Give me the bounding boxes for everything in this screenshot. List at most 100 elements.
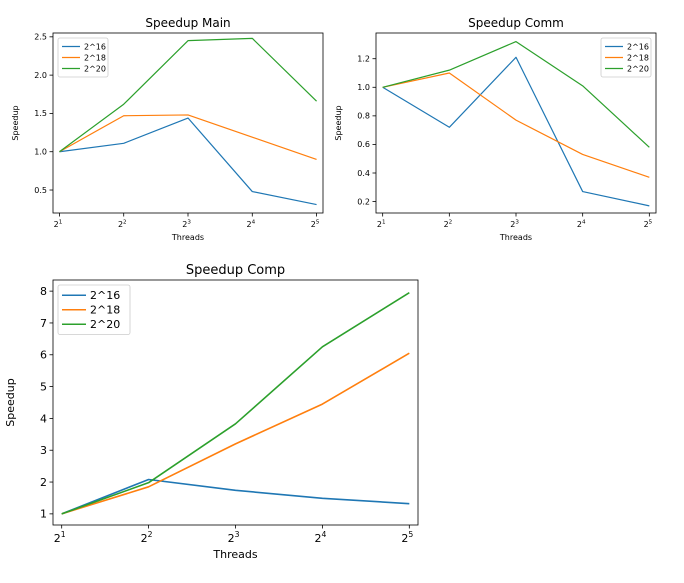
y-tick-label: 1 [40,508,47,521]
x-tick-exponent: 5 [408,530,413,539]
legend-box [600,37,652,78]
x-tick-label: 25 [311,219,320,229]
legend-label: 2^16 [627,42,649,51]
x-tick-label: 24 [314,530,326,545]
y-tick-label: 0.5 [34,186,47,195]
x-tick-base: 2 [247,220,252,229]
x-tick-label: 23 [228,530,240,545]
legend-label: 2^20 [84,64,106,73]
y-tick-label: 0.8 [357,112,370,121]
y-axis-label: Speedup [4,378,17,426]
x-tick-exponent: 2 [123,219,127,225]
x-tick-label: 22 [141,530,153,545]
x-tick-base: 2 [141,532,148,545]
x-tick-label: 25 [644,219,653,229]
x-tick-exponent: 1 [382,219,386,225]
x-tick-exponent: 3 [515,219,519,225]
x-axis-label: Threads [212,548,257,561]
y-tick-label: 3 [40,444,47,457]
y-tick-label: 8 [40,285,47,298]
x-tick-label: 21 [377,219,386,229]
x-tick-base: 2 [401,532,408,545]
x-tick-base: 2 [118,220,123,229]
y-tick-label: 1.2 [357,55,370,64]
legend-label: 2^20 [627,64,649,73]
legend-label: 2^18 [627,53,649,62]
x-tick-base: 2 [510,220,515,229]
x-tick-exponent: 3 [187,219,191,225]
y-tick-label: 1.5 [34,109,47,118]
x-tick-label: 22 [118,219,127,229]
legend: 2^16 2^18 2^20 [600,37,652,78]
legend-label: 2^18 [90,304,120,317]
x-tick-base: 2 [444,220,449,229]
x-axis-label: Threads [499,233,532,242]
legend-box [57,284,131,335]
x-tick-base: 2 [314,532,321,545]
chart-title: Speedup Comp [186,263,285,278]
x-tick-exponent: 4 [321,530,326,539]
x-tick-exponent: 4 [582,219,586,225]
series-line-0 [61,478,410,515]
legend-label: 2^16 [84,42,106,51]
y-tick-label: 0.6 [357,140,370,149]
x-tick-label: 21 [54,219,63,229]
chart-title: Speedup Comm [468,16,564,30]
legend: 2^16 2^18 2^20 [57,37,109,78]
chart-title: Speedup Main [145,16,230,30]
series-line-0 [382,56,650,207]
x-tick-base: 2 [577,220,582,229]
y-tick-label: 2 [40,476,47,489]
x-tick-base: 2 [182,220,187,229]
y-tick-label: 1.0 [357,83,370,92]
x-tick-exponent: 5 [649,219,653,225]
x-tick-base: 2 [311,220,316,229]
x-tick-label: 24 [577,219,586,229]
x-tick-exponent: 4 [252,219,256,225]
x-tick-label: 25 [401,530,413,545]
series-line-1 [59,114,317,160]
series-line-2 [59,37,317,153]
x-tick-label: 21 [54,530,66,545]
x-tick-base: 2 [377,220,382,229]
x-tick-exponent: 2 [148,530,153,539]
x-axis-label: Threads [171,233,204,242]
legend-label: 2^16 [90,289,120,302]
x-tick-exponent: 1 [59,219,63,225]
y-tick-label: 1.0 [34,148,47,157]
y-tick-label: 6 [40,349,47,362]
x-tick-exponent: 3 [235,530,240,539]
x-tick-base: 2 [54,532,61,545]
x-tick-exponent: 1 [61,530,66,539]
series-line-2 [382,40,650,148]
x-tick-label: 23 [510,219,519,229]
legend-label: 2^20 [90,318,120,331]
y-tick-label: 5 [40,380,47,393]
y-axis-label: Speedup [11,105,20,140]
series-line-0 [59,117,317,206]
y-axis-label: Speedup [334,105,343,140]
x-tick-base: 2 [644,220,649,229]
legend-box [57,37,109,78]
x-tick-base: 2 [228,532,235,545]
y-tick-label: 2.0 [34,71,47,80]
x-tick-label: 23 [182,219,191,229]
y-tick-label: 4 [40,412,47,425]
y-tick-label: 0.4 [357,169,370,178]
legend: 2^16 2^182^20 [57,284,131,335]
x-tick-label: 22 [444,219,453,229]
legend-label: 2^18 [84,53,106,62]
x-tick-exponent: 2 [449,219,453,225]
series-line-1 [61,352,410,515]
series-line-2 [61,292,410,515]
y-tick-label: 0.2 [357,197,370,206]
y-tick-label: 2.5 [34,33,47,42]
x-tick-base: 2 [54,220,59,229]
x-tick-exponent: 5 [316,219,320,225]
x-tick-label: 24 [247,219,256,229]
y-tick-label: 7 [40,317,47,330]
